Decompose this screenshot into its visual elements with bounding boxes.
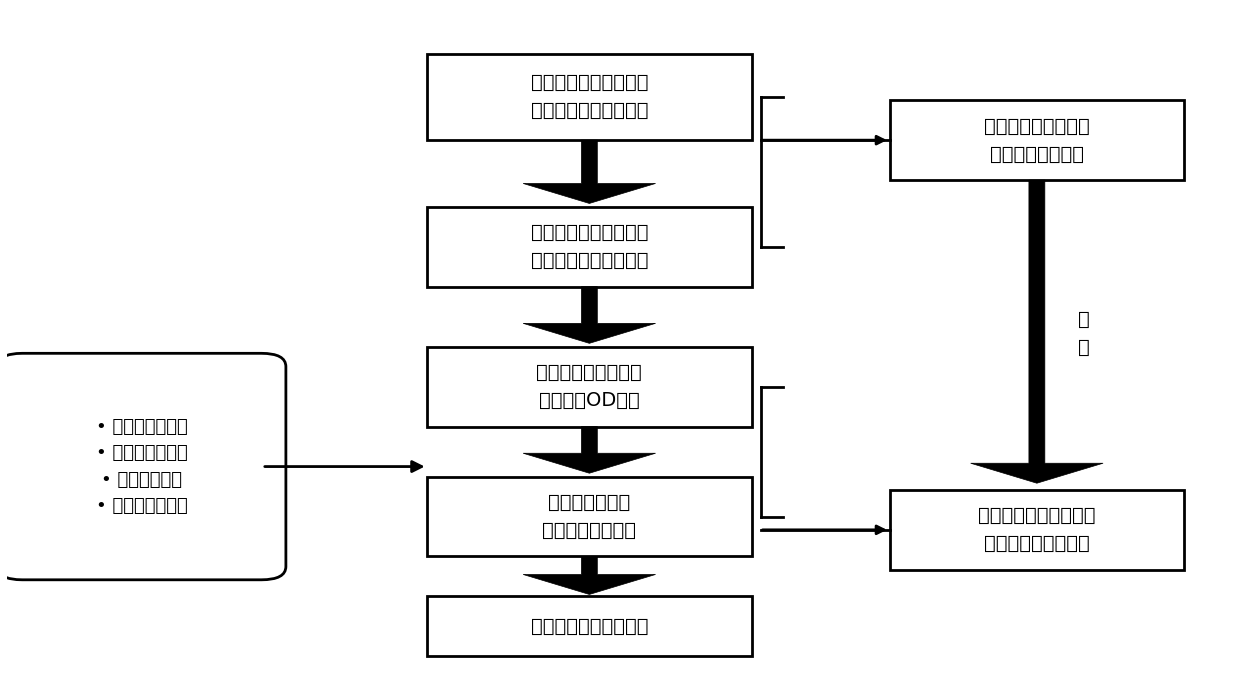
Text: 输
入: 输 入 xyxy=(1078,310,1090,357)
FancyBboxPatch shape xyxy=(890,100,1184,180)
FancyBboxPatch shape xyxy=(427,347,751,426)
FancyBboxPatch shape xyxy=(427,207,751,287)
Polygon shape xyxy=(523,140,656,203)
Text: 基于先验信息的
疏散需求生成推导: 基于先验信息的 疏散需求生成推导 xyxy=(542,493,636,540)
Text: 基于主成分分析的多步
短时交通需求预测方法: 基于主成分分析的多步 短时交通需求预测方法 xyxy=(531,223,649,270)
Polygon shape xyxy=(523,426,656,473)
Text: 从历史数据中提取交通
需求时间序列并预处理: 从历史数据中提取交通 需求时间序列并预处理 xyxy=(531,73,649,120)
FancyBboxPatch shape xyxy=(890,490,1184,570)
FancyBboxPatch shape xyxy=(427,54,751,140)
FancyBboxPatch shape xyxy=(427,477,751,556)
Polygon shape xyxy=(523,287,656,343)
Polygon shape xyxy=(523,556,656,594)
Text: • 常态下运营信息
• 常态下需求预测
• 突发事件信息
• 出行者行为假设: • 常态下运营信息 • 常态下需求预测 • 突发事件信息 • 出行者行为假设 xyxy=(95,418,187,515)
Text: 地铁网络有向图建立
地铁出行OD分配: 地铁网络有向图建立 地铁出行OD分配 xyxy=(537,363,642,410)
Text: 突发事件下客流疏散需
求及其时空演化预测: 突发事件下客流疏散需 求及其时空演化预测 xyxy=(978,507,1096,554)
Text: 疏散需求时空演化仿真: 疏散需求时空演化仿真 xyxy=(531,617,649,636)
FancyBboxPatch shape xyxy=(427,596,751,656)
Text: 基于常态历史数据的
短时交通需求预测: 基于常态历史数据的 短时交通需求预测 xyxy=(985,117,1090,164)
Polygon shape xyxy=(971,180,1104,483)
FancyBboxPatch shape xyxy=(0,354,286,580)
